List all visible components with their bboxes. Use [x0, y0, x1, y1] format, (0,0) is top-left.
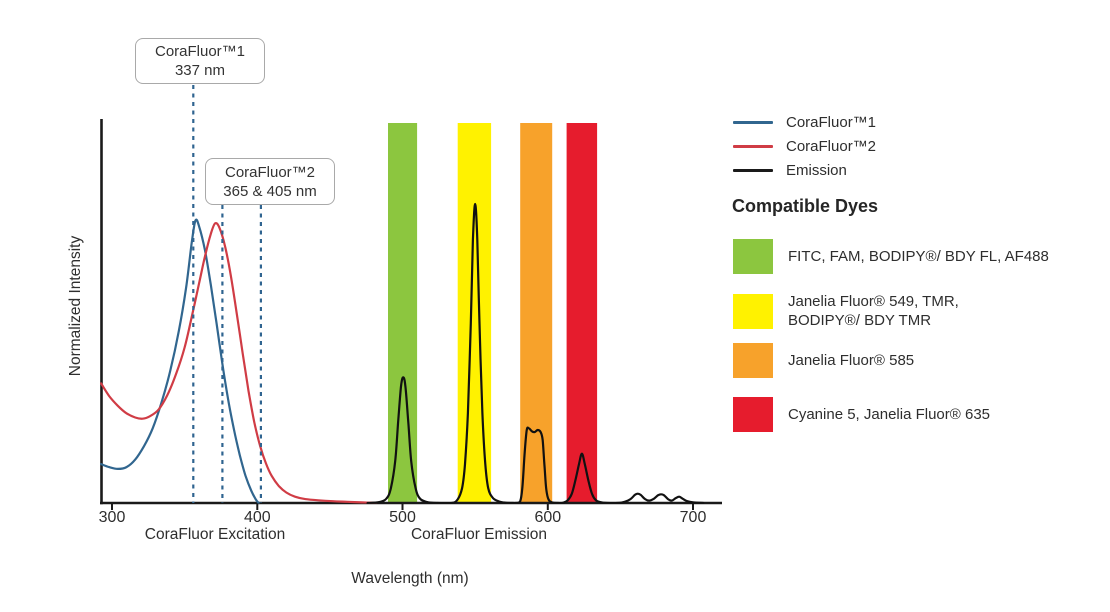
annotation-box-corafluor2: CoraFluor™2 365 & 405 nm [205, 158, 335, 205]
annotation-box-corafluor1: CoraFluor™1 337 nm [135, 38, 265, 84]
dye-row-orange: Janelia Fluor® 585 [733, 343, 914, 378]
legend-item-label: CoraFluor™1 [786, 113, 877, 131]
dye-label-line: Cyanine 5, Janelia Fluor® 635 [788, 406, 991, 423]
excitation-curve-corafluor2 [100, 222, 378, 504]
annotation-title: CoraFluor™2 [224, 163, 316, 181]
dye-label-line: BODIPY®/ BDY TMR [788, 312, 932, 329]
annotation-value: 365 & 405 nm [223, 182, 317, 200]
y-axis-label: Normalized Intensity [67, 235, 84, 377]
dye-label: Janelia Fluor® 585 [788, 351, 914, 370]
dye-band-green [388, 123, 418, 503]
legend-line-swatch [733, 169, 773, 172]
legend-line-swatch [733, 145, 773, 148]
annotation-value: 337 nm [174, 62, 226, 79]
legend-item: Emission [733, 161, 847, 181]
x-tick-label: 600 [534, 509, 562, 526]
legend-item: CoraFluor™2 [733, 137, 876, 157]
legend-item-label: CoraFluor™2 [786, 138, 877, 155]
compatible-dyes-heading: Compatible Dyes [732, 196, 879, 216]
dye-label: Cyanine 5, Janelia Fluor® 635 [788, 405, 990, 424]
emission-curve [366, 202, 705, 504]
x-region-label-excitation: CoraFluor Excitation [144, 526, 286, 543]
dye-band-yellow [457, 123, 492, 503]
legend-line-swatch [733, 120, 773, 124]
legend-item: CoraFluor™1 [733, 112, 876, 132]
x-tick-label: 500 [389, 509, 416, 526]
dye-label: Janelia Fluor® 549, TMR, BODIPY®/ BDY TMR [788, 292, 959, 330]
dye-band-red [566, 123, 598, 503]
x-axis-label: Wavelength (nm) [351, 570, 469, 587]
x-tick-label: 300 [98, 509, 126, 526]
x-region-label-emission: CoraFluor Emission [410, 526, 548, 543]
dye-label-line: Janelia Fluor® 549, TMR, [788, 293, 959, 310]
x-tick-label: 700 [679, 509, 707, 526]
dye-row-yellow: Janelia Fluor® 549, TMR, BODIPY®/ BDY TMR [733, 292, 959, 330]
dye-swatch-orange [733, 343, 773, 378]
dye-label-line: FITC, FAM, BODIPY®/ BDY FL, AF488 [788, 248, 1049, 265]
annotation-title: CoraFluor™1 [154, 43, 246, 60]
dye-label-line: Janelia Fluor® 585 [788, 352, 915, 369]
dye-row-red: Cyanine 5, Janelia Fluor® 635 [733, 397, 990, 432]
dye-row-green: FITC, FAM, BODIPY®/ BDY FL, AF488 [733, 239, 1049, 274]
dye-swatch-red [733, 397, 773, 432]
dye-swatch-yellow [733, 293, 773, 329]
x-tick-label: 400 [243, 509, 271, 526]
dye-swatch-green [733, 239, 773, 274]
legend-item-label: Emission [786, 162, 847, 179]
dye-label: FITC, FAM, BODIPY®/ BDY FL, AF488 [788, 247, 1049, 266]
excitation-curve-corafluor1 [100, 218, 260, 504]
spectra-chart [100, 85, 722, 510]
